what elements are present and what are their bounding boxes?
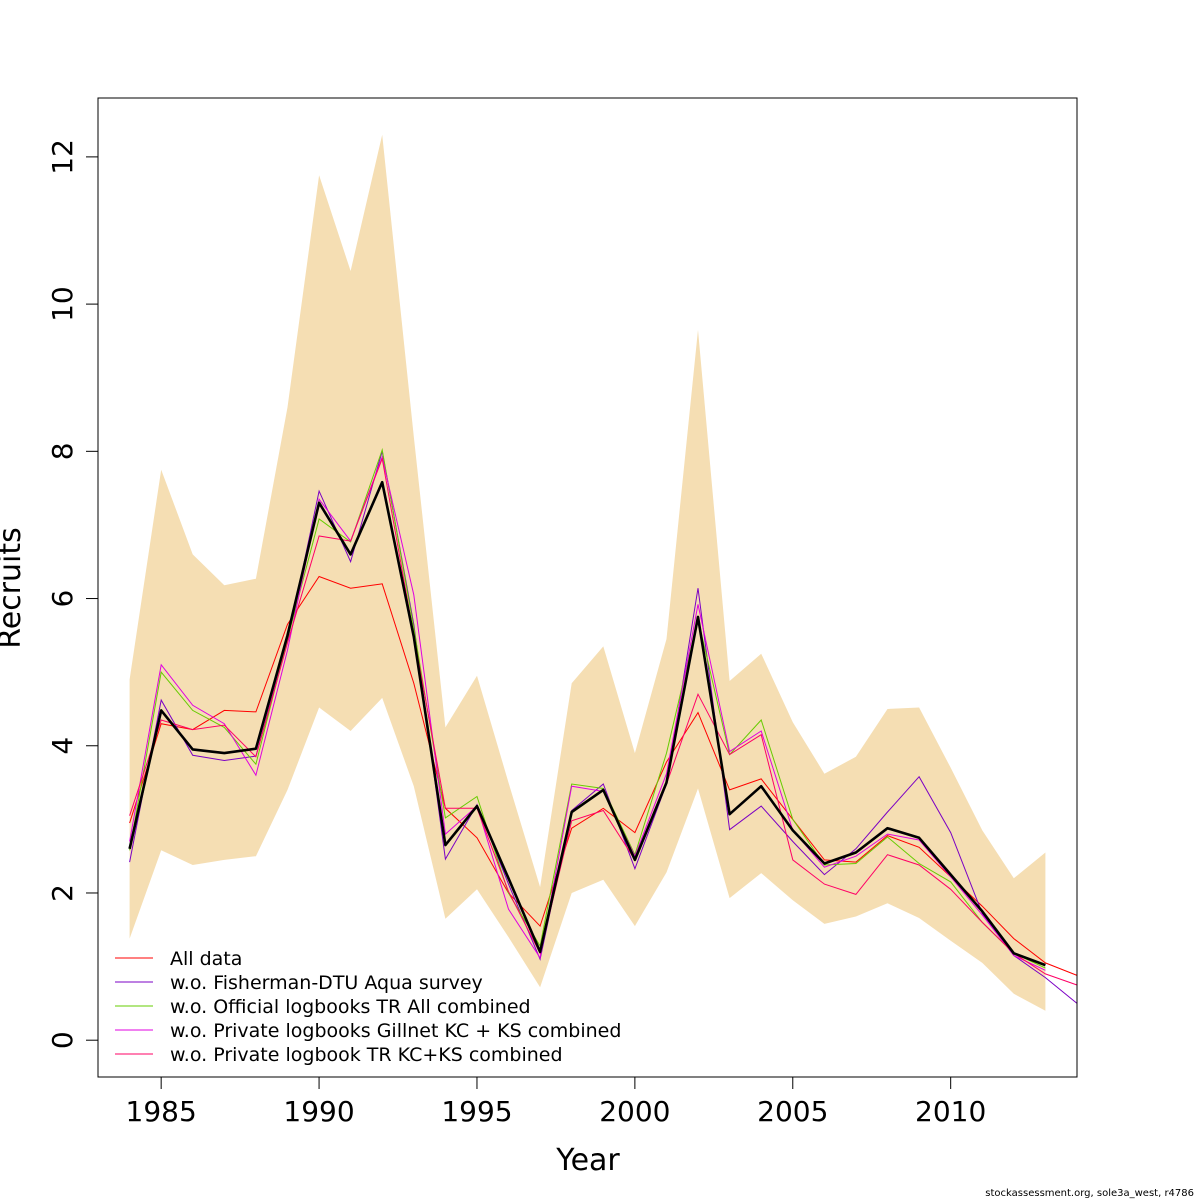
legend-label: w.o. Private logbooks Gillnet KC + KS co… <box>170 1020 621 1042</box>
y-tick-label: 0 <box>46 1031 79 1049</box>
x-tick-label: 1985 <box>126 1095 197 1128</box>
series-line-5 <box>129 456 1078 986</box>
footer-credit: stockassessment.org, sole3a_west, r4786 <box>985 1188 1194 1199</box>
y-axis-title: Recruits <box>0 527 28 649</box>
y-tick-label: 8 <box>46 442 79 460</box>
x-axis-title: Year <box>555 1143 620 1178</box>
main-estimate-line <box>128 480 1046 967</box>
x-tick-label: 2000 <box>599 1095 670 1128</box>
x-tick-label: 2005 <box>757 1095 828 1128</box>
y-tick-label: 2 <box>46 884 79 902</box>
y-axis: 0 2 4 6 8 10 12 <box>46 139 99 1049</box>
y-tick-label: 6 <box>46 590 79 608</box>
y-tick-label: 4 <box>46 737 79 755</box>
legend-label: w.o. Fisherman-DTU Aqua survey <box>170 972 483 994</box>
series-line-4 <box>129 455 1046 971</box>
x-tick-label: 2010 <box>915 1095 986 1128</box>
legend-label: w.o. Private logbook TR KC+KS combined <box>170 1044 563 1066</box>
y-tick-label: 12 <box>46 139 79 175</box>
confidence-band <box>129 134 1046 1011</box>
legend-label: All data <box>170 948 242 970</box>
legend-label: w.o. Official logbooks TR All combined <box>170 996 531 1018</box>
x-axis: 1985 1990 1995 2000 2005 2010 <box>126 1076 986 1128</box>
y-tick-label: 10 <box>46 286 79 322</box>
series-layer <box>128 447 1078 1004</box>
x-tick-label: 1995 <box>441 1095 512 1128</box>
x-tick-label: 1990 <box>283 1095 354 1128</box>
confidence-band-layer <box>129 134 1046 1011</box>
series-line-1 <box>129 575 1078 976</box>
